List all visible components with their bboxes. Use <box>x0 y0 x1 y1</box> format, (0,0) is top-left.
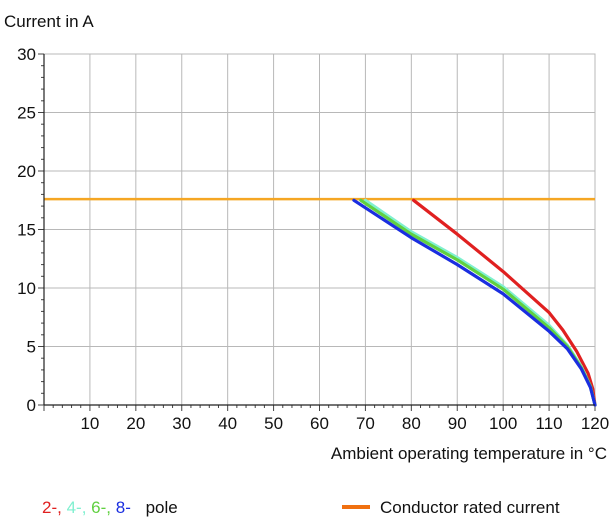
y-tick-label: 10 <box>17 279 36 298</box>
legend-pole-2: 2-, <box>42 498 62 517</box>
legend-pole-6: 6-, <box>91 498 111 517</box>
x-tick-label: 100 <box>489 414 517 433</box>
x-tick-label: 80 <box>402 414 421 433</box>
x-tick-label: 90 <box>448 414 467 433</box>
x-tick-labels: 10 20 30 40 50 60 70 80 90 100 110 120 <box>80 414 609 433</box>
x-tick-label: 120 <box>581 414 609 433</box>
grid-lines <box>43 53 596 406</box>
series-line-0 <box>412 198 597 407</box>
x-tick-label: 50 <box>264 414 283 433</box>
x-tick-label: 10 <box>80 414 99 433</box>
x-tick-label: 60 <box>310 414 329 433</box>
legend-pole-8: 8- <box>116 498 131 517</box>
y-tick-label: 20 <box>17 162 36 181</box>
legend-poles: 2-, 4-, 6-, 8- pole <box>42 498 178 517</box>
x-tick-label: 20 <box>126 414 145 433</box>
y-tick-label: 15 <box>17 221 36 240</box>
y-tick-label: 30 <box>17 45 36 64</box>
legend-conductor-label: Conductor rated current <box>380 498 560 517</box>
series-lines <box>352 198 597 407</box>
y-tick-label: 5 <box>27 338 36 357</box>
axes <box>43 54 595 406</box>
series-line-3 <box>352 198 597 407</box>
x-axis-title: Ambient operating temperature in °C <box>331 444 607 463</box>
y-axis-title: Current in A <box>4 12 94 31</box>
y-tick-label: 25 <box>17 104 36 123</box>
y-tick-labels: 0 5 10 15 20 25 30 <box>17 45 36 415</box>
legend-pole-4: 4-, <box>67 498 87 517</box>
x-tick-label: 110 <box>536 414 563 433</box>
legend-pole-word: pole <box>146 498 178 517</box>
x-tick-label: 30 <box>172 414 191 433</box>
y-tick-label: 0 <box>27 396 36 415</box>
x-tick-label: 40 <box>218 414 237 433</box>
x-tick-label: 70 <box>356 414 375 433</box>
